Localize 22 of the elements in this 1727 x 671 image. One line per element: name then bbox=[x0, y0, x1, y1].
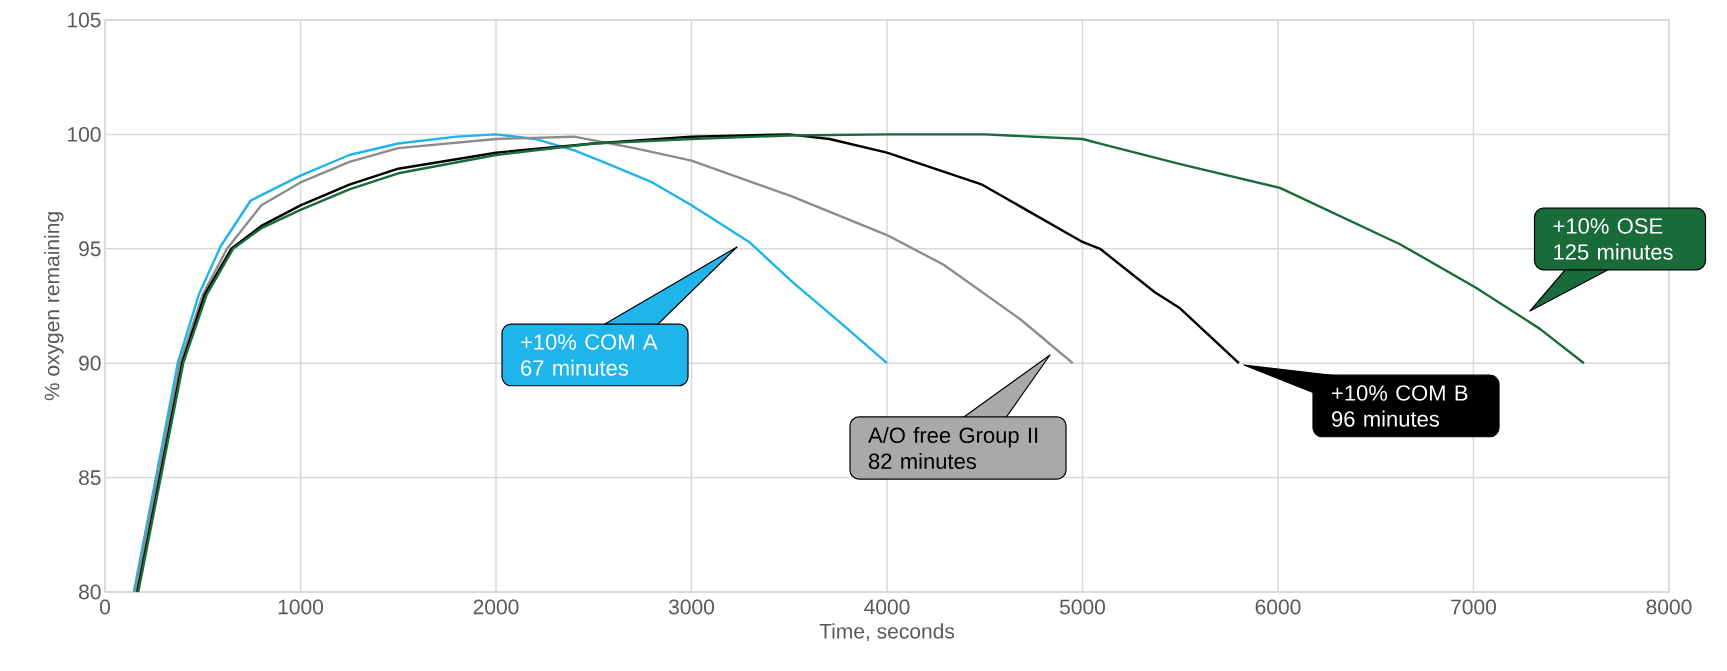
y-tick-label: 90 bbox=[79, 355, 101, 371]
annotation: +10% OSE 125 minutes bbox=[1553, 218, 1673, 260]
y-tick-label: 100 bbox=[68, 126, 101, 142]
y-tick-label: 105 bbox=[68, 12, 101, 28]
x-tick-label: 1000 bbox=[278, 599, 324, 615]
y-tick-label: 95 bbox=[79, 241, 101, 257]
x-tick-label: 2000 bbox=[473, 599, 519, 615]
y-tick-label: 85 bbox=[79, 470, 101, 486]
x-tick-label: 4000 bbox=[864, 599, 910, 615]
annotation: +10% COM A 67 minutes bbox=[521, 334, 658, 376]
x-tick-label: 5000 bbox=[1059, 599, 1106, 615]
annotation: +10% COM B 96 minutes bbox=[1332, 385, 1468, 427]
x-tick-label: 6000 bbox=[1255, 599, 1301, 615]
x-tick-label: 8000 bbox=[1646, 599, 1692, 615]
y-tick-label: 80 bbox=[79, 584, 101, 600]
x-tick-label: 7000 bbox=[1451, 599, 1496, 615]
x-tick-label: 0 bbox=[99, 599, 111, 615]
y-axis-title: % oxygen remaining bbox=[44, 212, 64, 401]
x-tick-label: 3000 bbox=[668, 599, 715, 615]
x-axis-title: Time, seconds bbox=[819, 623, 955, 642]
line-series bbox=[136, 133, 1241, 594]
line-series bbox=[134, 135, 1074, 594]
